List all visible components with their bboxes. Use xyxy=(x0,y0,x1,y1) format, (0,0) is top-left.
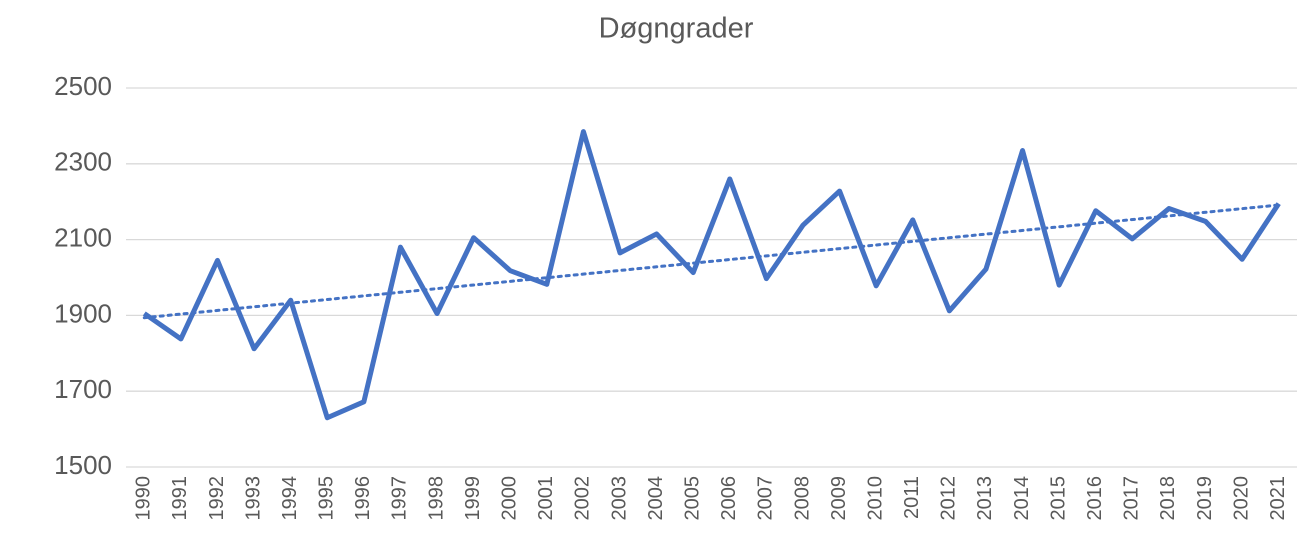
x-tick-label: 2008 xyxy=(791,476,813,521)
x-tick-label: 1991 xyxy=(169,476,191,521)
x-tick-label: 2002 xyxy=(572,476,594,521)
x-tick-label: 1996 xyxy=(352,476,374,521)
x-tick-label: 2012 xyxy=(938,476,960,521)
x-tick-label: 2010 xyxy=(864,476,886,521)
x-tick-label: 2013 xyxy=(974,476,996,521)
y-tick-label: 2500 xyxy=(54,71,112,101)
x-tick-label: 2018 xyxy=(1157,476,1179,521)
x-tick-label: 2009 xyxy=(828,476,850,521)
x-tick-label: 2003 xyxy=(608,476,630,521)
x-tick-label: 2019 xyxy=(1194,476,1216,521)
chart-title: Døgngrader xyxy=(599,13,754,45)
x-tick-label: 1995 xyxy=(316,476,338,521)
y-tick-label: 2300 xyxy=(54,147,112,177)
data-line xyxy=(142,129,1281,421)
x-tick-label: 2007 xyxy=(755,476,777,521)
x-tick-label: 2015 xyxy=(1047,476,1069,521)
x-tick-label: 1999 xyxy=(462,476,484,521)
x-tick-label: 2016 xyxy=(1084,476,1106,521)
trendline xyxy=(142,203,1281,320)
x-tick-label: 2014 xyxy=(1011,476,1033,521)
x-tick-label: 2005 xyxy=(681,476,703,521)
x-tick-label: 1992 xyxy=(206,476,228,521)
x-tick-label: 1993 xyxy=(242,476,264,521)
x-tick-label: 2021 xyxy=(1267,476,1289,521)
y-tick-label: 1900 xyxy=(54,298,112,328)
x-tick-label: 2001 xyxy=(535,476,557,521)
x-tick-label: 2017 xyxy=(1121,476,1143,521)
x-tick-label: 2006 xyxy=(718,476,740,521)
y-tick-label: 2100 xyxy=(54,222,112,252)
x-tick-label: 1998 xyxy=(425,476,447,521)
x-tick-label: 2020 xyxy=(1230,476,1252,521)
x-tick-label: 1997 xyxy=(389,476,411,521)
x-tick-label: 1990 xyxy=(133,476,155,521)
x-tick-label: 2011 xyxy=(901,476,923,519)
x-tick-label: 2000 xyxy=(499,476,521,521)
x-tick-label: 2004 xyxy=(645,476,667,521)
y-tick-label: 1700 xyxy=(54,374,112,404)
y-tick-label: 1500 xyxy=(54,450,112,480)
x-tick-label: 1994 xyxy=(279,476,301,521)
